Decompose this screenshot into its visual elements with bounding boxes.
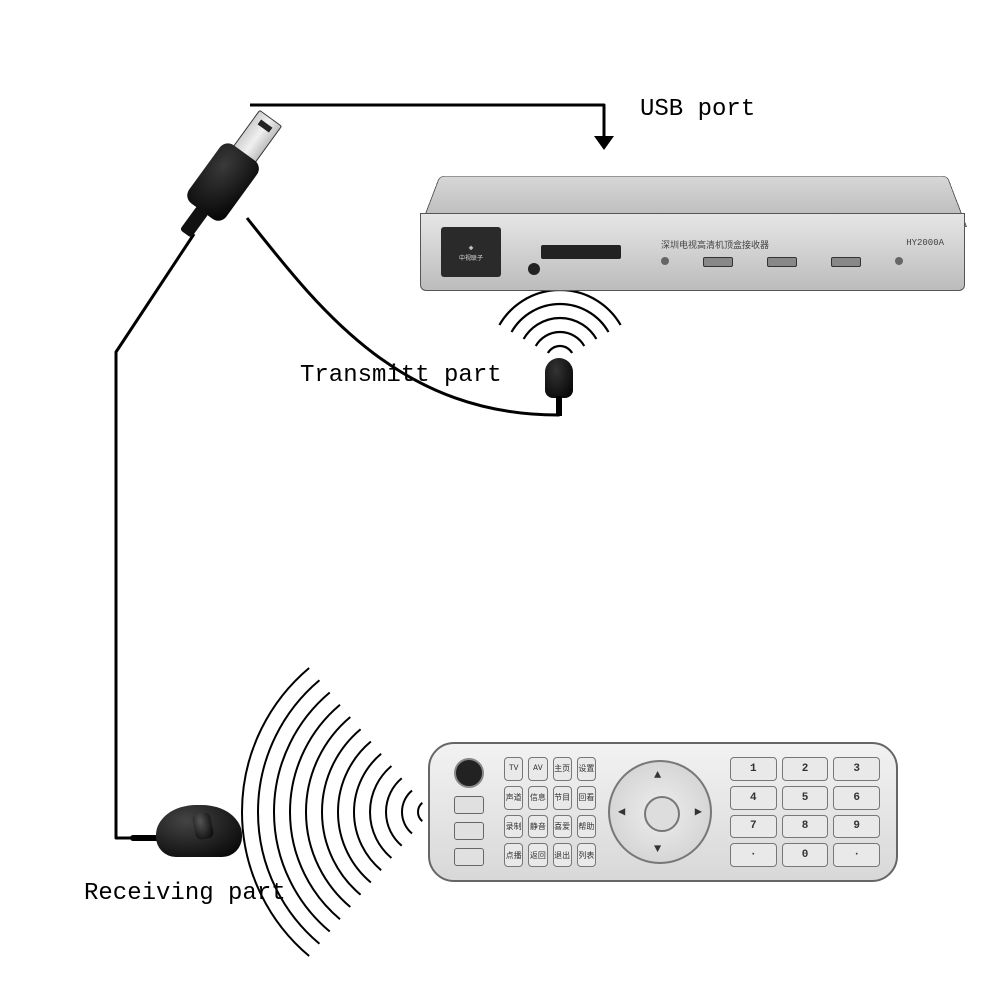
remote-num-btn-6: 7 [730, 815, 777, 839]
remote-dpad: ▲ ▼ ◀ ▶ [608, 760, 712, 864]
settop-port-2 [767, 257, 797, 267]
settop-card-slot [541, 245, 621, 259]
remote-func-btn-13: 返回 [528, 843, 547, 867]
settop-chinese-text: 深圳电视高清机顶盒接收器 [661, 238, 769, 251]
label-transmit-part: Transmitt part [300, 362, 502, 389]
remote-func-btn-12: 点播 [504, 843, 523, 867]
remote-func-btn-1: AV [528, 757, 547, 781]
remote-num-btn-9: · [730, 843, 777, 867]
remote-func-btn-14: 退出 [553, 843, 572, 867]
label-usb-port: USB port [640, 96, 755, 123]
remote-func-btn-8: 录制 [504, 815, 523, 839]
settop-port-1 [703, 257, 733, 267]
usb-adapter [146, 91, 307, 265]
remote-func-btn-4: 声道 [504, 786, 523, 810]
remote-func-btn-15: 列表 [577, 843, 596, 867]
remote-dpad-down: ▼ [654, 842, 661, 856]
remote-func-btn-3: 设置 [577, 757, 596, 781]
remote-control: TVAV主页设置声道信息节目回看录制静音喜爱帮助点播返回退出列表 ▲ ▼ ◀ ▶… [428, 742, 898, 882]
remote-num-btn-11: · [833, 843, 880, 867]
remote-small-btn-2 [454, 822, 484, 840]
ir-receiver [156, 805, 242, 857]
settop-port-3 [831, 257, 861, 267]
remote-num-btn-2: 3 [833, 757, 880, 781]
remote-small-btn-1 [454, 796, 484, 814]
remote-dpad-right: ▶ [695, 804, 702, 819]
remote-func-btn-5: 信息 [528, 786, 547, 810]
remote-num-btn-4: 5 [782, 786, 829, 810]
settop-model: HY2000A [906, 238, 944, 251]
remote-dpad-up: ▲ [654, 768, 661, 782]
remote-func-btn-11: 帮助 [577, 815, 596, 839]
remote-num-btn-0: 1 [730, 757, 777, 781]
settop-led [661, 257, 669, 265]
remote-func-btn-0: TV [504, 757, 523, 781]
label-receiving-part: Receiving part [84, 880, 286, 907]
settop-ports-row [661, 257, 944, 267]
settop-led-2 [895, 257, 903, 265]
ir-transmitter [545, 358, 573, 398]
settop-ir-sensor [528, 263, 540, 275]
remote-func-btn-6: 节目 [553, 786, 572, 810]
remote-func-btn-7: 回看 [577, 786, 596, 810]
remote-numpad: 123 456 789 ·0· [730, 757, 880, 867]
remote-num-btn-1: 2 [782, 757, 829, 781]
settop-brand-badge: ◈ 中视联子 [441, 227, 501, 277]
remote-col1 [446, 758, 492, 866]
set-top-box: ◈ 中视联子 深圳电视高清机顶盒接收器 HY2000A [420, 155, 965, 305]
settop-text-area: 深圳电视高清机顶盒接收器 HY2000A [661, 238, 944, 267]
remote-small-btn-3 [454, 848, 484, 866]
remote-num-btn-7: 8 [782, 815, 829, 839]
remote-num-btn-10: 0 [782, 843, 829, 867]
remote-power-button [454, 758, 484, 788]
remote-func-btn-2: 主页 [553, 757, 572, 781]
remote-dpad-ok [644, 796, 680, 832]
remote-num-btn-5: 6 [833, 786, 880, 810]
remote-dpad-left: ◀ [618, 804, 625, 819]
remote-num-btn-3: 4 [730, 786, 777, 810]
remote-func-grid: TVAV主页设置声道信息节目回看录制静音喜爱帮助点播返回退出列表 [504, 757, 596, 867]
remote-func-btn-9: 静音 [528, 815, 547, 839]
usb-adapter-jack [180, 205, 209, 237]
settop-front-panel: ◈ 中视联子 深圳电视高清机顶盒接收器 HY2000A [420, 213, 965, 291]
remote-func-btn-10: 喜爱 [553, 815, 572, 839]
remote-num-btn-8: 9 [833, 815, 880, 839]
